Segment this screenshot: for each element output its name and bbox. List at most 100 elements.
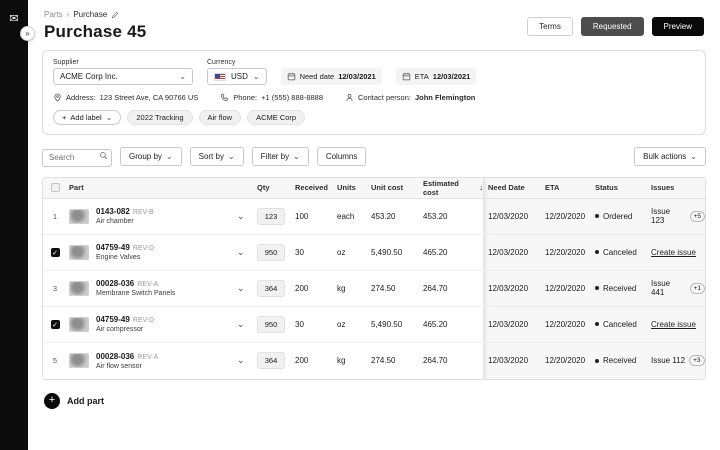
chevron-down-icon: ⌄	[179, 71, 186, 81]
status-label: Canceled	[603, 319, 637, 329]
eta-chip[interactable]: ETA 12/03/2021	[395, 68, 477, 85]
preview-button[interactable]: Preview	[651, 16, 704, 36]
topbar: Parts › Purchase Purchase 45 Terms Reque…	[42, 0, 706, 50]
label-tag[interactable]: ACME Corp	[247, 110, 306, 125]
row-checkbox[interactable]: ✓	[50, 319, 60, 329]
group-by-button[interactable]: Group by ⌄	[120, 147, 182, 167]
supplier-field: Supplier ACME Corp Inc. ⌄	[53, 59, 193, 85]
currency-select[interactable]: USD ⌄	[207, 68, 267, 85]
eta-value: 12/03/2021	[432, 72, 471, 81]
eta-header: ETA	[545, 183, 560, 192]
part-rev: REV-A	[137, 281, 159, 288]
qty-input[interactable]: 950	[257, 315, 285, 333]
part-cell: 00028-036 REV-A Membrane Switch Panels	[67, 271, 233, 306]
sort-by-button[interactable]: Sort by ⌄	[189, 147, 244, 167]
row-expand-chevron-icon[interactable]: ⌄	[237, 282, 245, 293]
status-label: Received	[603, 356, 637, 365]
filter-by-button[interactable]: Filter by ⌄	[251, 147, 309, 167]
part-rev: REV-A	[137, 353, 159, 361]
mail-icon[interactable]: ✉	[9, 13, 19, 25]
issue-count-badge[interactable]: +3	[689, 355, 705, 366]
status-dot-icon	[595, 286, 599, 290]
sort-desc-icon: ↓	[479, 183, 483, 192]
eta-cell: 12/20/2020	[541, 234, 591, 270]
row-select[interactable]: 1	[43, 199, 67, 234]
issue-link[interactable]: Issue 112	[651, 356, 686, 365]
unit-cost-header: Unit cost	[371, 183, 404, 192]
row-select[interactable]: ✓	[43, 235, 67, 270]
row-select[interactable]: 5	[43, 343, 67, 379]
qty-input[interactable]: 950	[257, 243, 285, 261]
status-header: Status	[595, 183, 618, 192]
part-name: Air flow sensor	[96, 362, 142, 370]
label-tag[interactable]: Air flow	[198, 110, 242, 125]
issue-count-badge[interactable]: +1	[689, 282, 705, 294]
table-row: 3 00028-036 REV-A Membrane Switch Panels …	[43, 270, 705, 307]
main-content: Parts › Purchase Purchase 45 Terms Reque…	[28, 0, 720, 409]
breadcrumb-current: Purchase	[73, 10, 108, 19]
need-date-cell: 12/03/2020	[483, 270, 541, 306]
breadcrumb-parent[interactable]: Parts	[44, 10, 63, 19]
columns-button[interactable]: Columns	[316, 147, 367, 167]
issue-count-badge[interactable]: +5	[689, 210, 705, 222]
status-dot-icon	[595, 214, 599, 218]
issue-link[interactable]: Issue 123	[651, 207, 671, 225]
estimated-cost-header[interactable]: Estimated cost ↓	[423, 178, 483, 197]
select-all-checkbox[interactable]	[50, 183, 60, 192]
row-select[interactable]: ✓	[43, 307, 67, 342]
row-checkbox[interactable]: ✓	[50, 247, 60, 257]
row-expand-chevron-icon[interactable]: ⌄	[237, 246, 245, 257]
need-date-value: 12/03/2021	[338, 72, 376, 81]
units-header: Units	[337, 183, 356, 192]
edit-icon[interactable]	[111, 11, 119, 19]
sidebar-expand-button[interactable]: »	[20, 26, 35, 41]
received-cell: 100	[295, 211, 309, 221]
create-issue-link[interactable]: Create issue	[651, 247, 696, 257]
issue-link[interactable]: Issue 441	[651, 279, 671, 297]
part-number: 04759-49	[96, 315, 130, 324]
contact-value: John Flemington	[414, 93, 476, 102]
contact-label: Contact person:	[358, 93, 411, 102]
qty-input[interactable]: 123	[257, 207, 285, 225]
status-label: Canceled	[603, 247, 637, 257]
part-cell: 04759-49 REV-D Air compressor	[67, 307, 233, 342]
supplier-select[interactable]: ACME Corp Inc. ⌄	[53, 68, 193, 85]
create-issue-link[interactable]: Create issue	[651, 319, 696, 329]
part-cell: 0143-082 REV-B Air chamber	[67, 199, 233, 234]
part-image	[69, 280, 89, 296]
row-expand-chevron-icon[interactable]: ⌄	[237, 210, 245, 221]
received-cell: 30	[295, 319, 304, 329]
need-date-cell: 12/03/2020	[483, 306, 541, 342]
bulk-actions-button[interactable]: Bulk actions ⌄	[634, 147, 706, 167]
part-number: 00028-036	[96, 279, 135, 288]
table-row: ✓ 04759-49 REV-D Air compressor ⌄ 950 30 …	[43, 306, 705, 343]
issues-cell: Create issue	[647, 234, 705, 270]
units-cell: kg	[337, 283, 346, 293]
part-rev: REV-B	[132, 209, 154, 216]
part-rev: REV-D	[132, 245, 155, 252]
need-date-chip[interactable]: Need date 12/03/2021	[280, 68, 382, 85]
qty-input[interactable]: 364	[257, 279, 285, 297]
search-input[interactable]	[42, 148, 112, 167]
label-tag[interactable]: 2022 Tracking	[127, 110, 193, 125]
chevron-down-icon: ⌄	[105, 112, 113, 122]
bulk-actions-label: Bulk actions	[643, 152, 687, 162]
chevron-down-icon: ⌄	[690, 151, 697, 161]
requested-button[interactable]: Requested	[580, 16, 644, 36]
row-expand-chevron-icon[interactable]: ⌄	[237, 318, 245, 329]
part-number: 0143-082	[96, 207, 130, 216]
status-label: Received	[603, 283, 637, 293]
received-cell: 200	[295, 356, 309, 365]
labels-row: + Add label ⌄ 2022 Tracking Air flow ACM…	[53, 110, 695, 125]
terms-button[interactable]: Terms	[527, 16, 573, 36]
qty-cell: 364	[253, 343, 291, 379]
part-image	[69, 208, 89, 224]
add-part-button[interactable]: + Add part	[44, 392, 706, 409]
qty-input[interactable]: 364	[257, 352, 285, 369]
add-label-button[interactable]: + Add label ⌄	[53, 110, 122, 125]
row-expand-chevron-icon[interactable]: ⌄	[237, 355, 245, 365]
currency-label: Currency	[207, 59, 236, 66]
phone-label: Phone:	[233, 93, 258, 102]
row-select[interactable]: 3	[43, 271, 67, 306]
chevron-down-icon: ⌄	[252, 71, 260, 81]
